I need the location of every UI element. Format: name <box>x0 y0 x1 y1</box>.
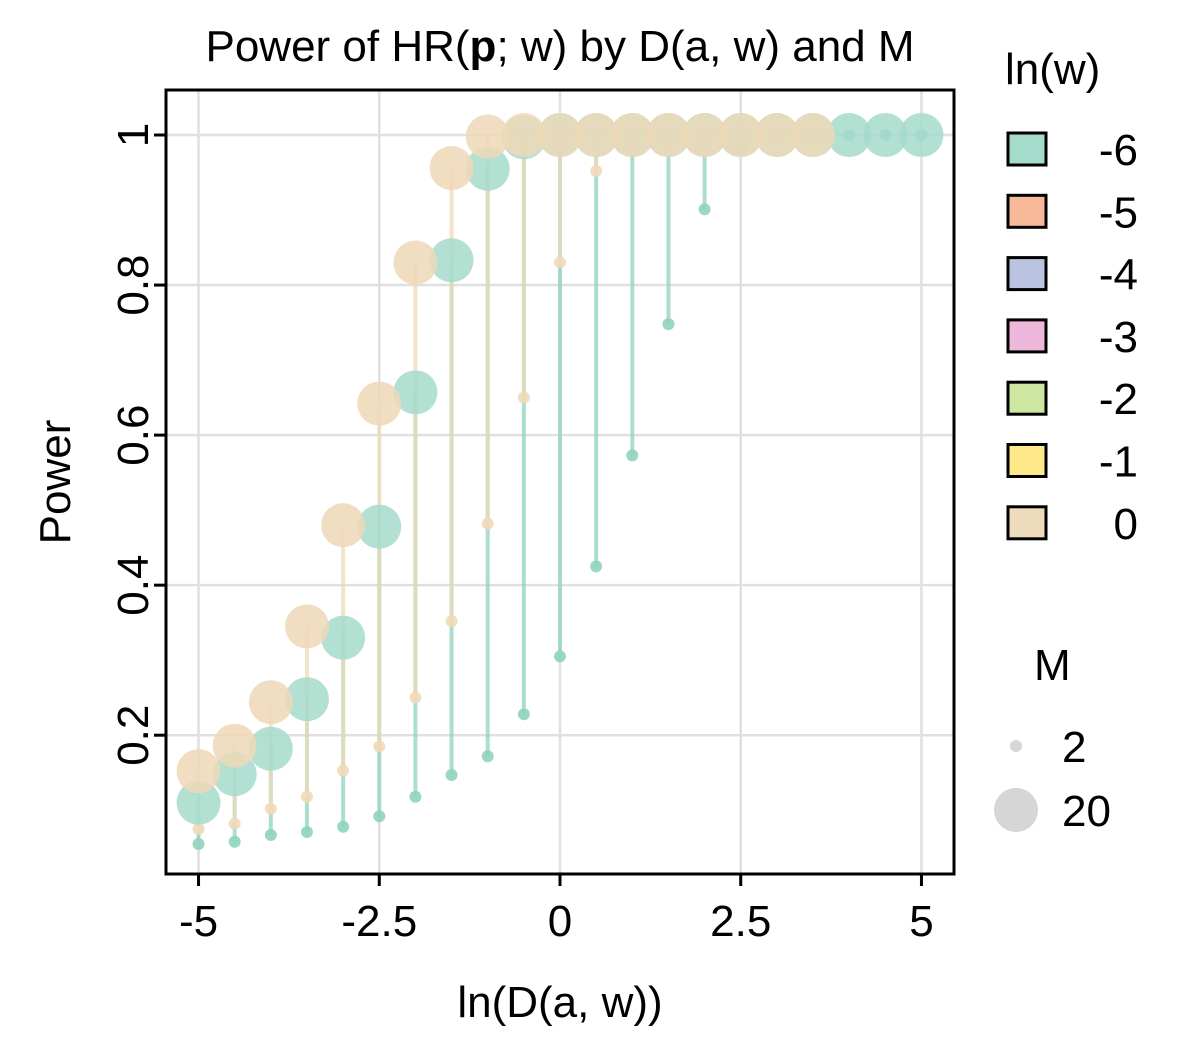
legend-color-label: -1 <box>1099 438 1138 487</box>
data-point <box>899 113 944 158</box>
legend-color-key <box>1006 256 1048 292</box>
legend-color-key <box>1006 193 1048 229</box>
data-point <box>337 820 350 833</box>
data-point <box>321 615 366 660</box>
data-point <box>554 650 566 663</box>
data-point <box>264 828 277 841</box>
legend-color-label: -2 <box>1099 375 1138 424</box>
y-tick-label: 0.6 <box>109 405 158 466</box>
data-point <box>517 708 530 721</box>
x-tick-label: 5 <box>909 897 933 946</box>
legend-size-label: 2 <box>1062 723 1086 772</box>
y-tick-label: 0.8 <box>109 254 158 315</box>
data-point <box>321 503 366 548</box>
data-point <box>228 817 241 830</box>
y-tick-label: 0.2 <box>109 705 158 766</box>
data-point <box>445 768 458 781</box>
x-axis: -5 -2.5 0 2.5 5 <box>179 874 934 946</box>
x-tick-label: 0 <box>548 897 572 946</box>
data-point <box>429 238 474 283</box>
data-point <box>228 835 241 848</box>
data-point <box>393 370 438 415</box>
y-tick-label: 0.4 <box>109 555 158 616</box>
data-point <box>176 749 221 794</box>
data-point <box>373 740 386 753</box>
data-point <box>791 113 836 158</box>
data-point <box>574 113 619 158</box>
data-point <box>176 780 221 825</box>
legend-size-key <box>1010 740 1022 752</box>
data-point <box>610 113 655 158</box>
data-point <box>465 114 510 159</box>
legend-color-key <box>1006 318 1048 354</box>
data-point <box>264 802 277 815</box>
legend-color-label: -6 <box>1099 126 1138 175</box>
data-point <box>373 810 386 823</box>
data-point <box>481 750 494 763</box>
data-point <box>409 790 422 803</box>
data-point <box>284 604 329 649</box>
y-tick-label: 1 <box>109 123 158 147</box>
data-point <box>192 837 205 850</box>
data-point <box>357 381 402 426</box>
data-point <box>357 504 402 549</box>
data-point <box>754 113 799 158</box>
data-point <box>429 146 474 191</box>
data-point <box>554 256 566 269</box>
legend-color-key <box>1006 505 1048 541</box>
data-point <box>445 615 458 628</box>
legend-color-label: -5 <box>1099 188 1138 237</box>
data-point <box>827 113 872 158</box>
data-point <box>248 680 293 725</box>
data-point <box>538 113 582 158</box>
legend-size-title: M <box>1034 641 1071 690</box>
chart-title: Power of HR(p; w) by D(a, w) and M <box>205 22 914 71</box>
data-point <box>698 203 711 216</box>
data-point <box>300 790 313 803</box>
data-point <box>337 764 350 777</box>
x-tick-label: -5 <box>179 897 218 946</box>
y-axis: 0.2 0.4 0.6 0.8 1 <box>109 123 166 766</box>
data-point <box>409 691 422 704</box>
stem-lines <box>196 135 779 844</box>
x-axis-label: ln(D(a, w)) <box>457 978 662 1027</box>
data-point <box>863 113 908 158</box>
data-point <box>248 726 293 771</box>
data-point <box>662 318 675 331</box>
data-point <box>626 449 639 462</box>
legend-color-key <box>1006 443 1048 478</box>
x-tick-label: -2.5 <box>341 897 417 946</box>
legend-size-items: 220 <box>994 723 1111 836</box>
y-axis-label: Power <box>31 420 80 545</box>
legend-color-label: -4 <box>1099 251 1138 300</box>
legend-color-label: 0 <box>1114 500 1138 549</box>
data-points <box>176 113 944 850</box>
data-point <box>465 146 510 191</box>
data-point <box>501 113 546 158</box>
data-point <box>517 391 530 404</box>
data-point <box>682 113 727 158</box>
data-point <box>300 825 313 838</box>
legend-color-label: -3 <box>1099 313 1138 362</box>
data-point <box>718 113 763 158</box>
data-point <box>646 113 691 158</box>
legend-color-title: ln(w) <box>1005 45 1100 94</box>
legend-color-key <box>1006 380 1048 416</box>
data-point <box>481 517 494 530</box>
data-point <box>284 677 329 722</box>
data-point <box>590 165 603 178</box>
legend-color-items: -6 -5 -4 -3 -2 -1 0 <box>1006 126 1138 549</box>
x-tick-label: 2.5 <box>710 897 771 946</box>
legend-size-label: 20 <box>1062 787 1111 836</box>
legend-color-key <box>1006 131 1048 167</box>
data-point <box>590 560 603 573</box>
data-point <box>212 723 257 768</box>
legend-size-key <box>994 788 1038 832</box>
data-point <box>393 240 438 285</box>
legend: ln(w) -6-5-4-3-2-10 M 220 <box>994 45 1138 836</box>
data-point <box>192 822 205 835</box>
